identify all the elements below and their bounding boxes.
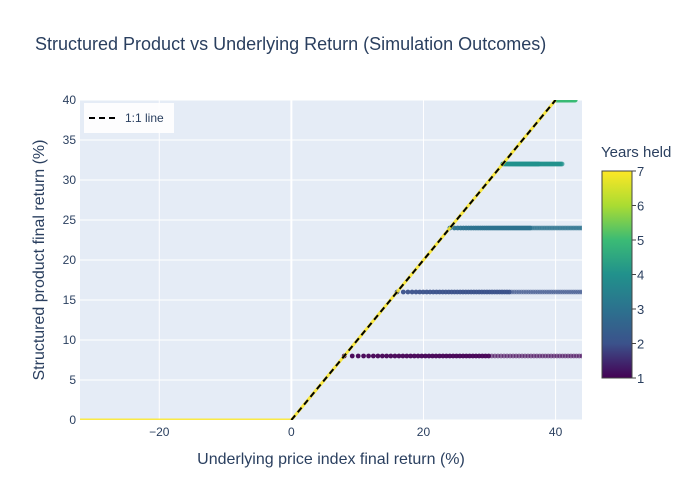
x-axis-title: Underlying price index final return (%) bbox=[197, 451, 465, 468]
point-year-2 bbox=[409, 289, 415, 295]
point-year-1 bbox=[349, 353, 355, 359]
point-year-5 bbox=[572, 100, 578, 103]
x-tick-label: 20 bbox=[417, 425, 431, 439]
x-tick-label: −20 bbox=[149, 425, 170, 439]
point-year-3 bbox=[579, 225, 582, 231]
x-tick-label: 40 bbox=[549, 425, 563, 439]
point-year-2 bbox=[417, 289, 423, 295]
y-axis-title: Structured product final return (%) bbox=[31, 140, 48, 381]
point-year-1 bbox=[400, 353, 406, 359]
point-year-1 bbox=[379, 353, 385, 359]
colorbar bbox=[601, 170, 633, 379]
y-tick-label: 15 bbox=[63, 293, 77, 307]
colorbar-tick-label: 2 bbox=[637, 337, 644, 352]
point-year-1 bbox=[415, 353, 421, 359]
y-tick-label: 30 bbox=[63, 173, 77, 187]
colorbar-title: Years held bbox=[601, 144, 671, 161]
point-year-1 bbox=[422, 353, 428, 359]
point-year-2 bbox=[405, 289, 411, 295]
point-year-4 bbox=[559, 161, 565, 167]
point-year-1 bbox=[411, 353, 417, 359]
point-year-1 bbox=[437, 353, 442, 359]
colorbar-tick-label: 7 bbox=[637, 164, 644, 179]
data-marks bbox=[80, 100, 582, 420]
x-axis-ticks: −20 0 20 40 bbox=[149, 425, 562, 439]
point-year-1 bbox=[408, 353, 413, 359]
point-year-2 bbox=[413, 289, 419, 295]
colorbar-tick-label: 5 bbox=[637, 233, 644, 248]
colorbar-tick-label: 4 bbox=[637, 268, 644, 283]
point-year-1 bbox=[388, 353, 394, 359]
chart-title: Structured Product vs Underlying Return … bbox=[35, 34, 546, 54]
point-year-1 bbox=[440, 353, 446, 359]
legend[interactable]: 1:1 line bbox=[84, 103, 174, 133]
point-year-1 bbox=[457, 353, 463, 359]
colorbar-tick-label: 3 bbox=[637, 302, 644, 317]
legend-label-1-1-line: 1:1 line bbox=[125, 111, 164, 125]
point-year-1 bbox=[430, 353, 435, 359]
y-axis-ticks: 0 5 10 15 20 25 30 35 40 bbox=[63, 93, 77, 427]
point-year-1 bbox=[396, 353, 402, 359]
point-year-1 bbox=[404, 353, 410, 359]
point-year-1 bbox=[579, 353, 582, 359]
point-year-2 bbox=[400, 289, 406, 295]
point-year-2 bbox=[420, 289, 426, 295]
point-year-1 bbox=[361, 353, 366, 359]
point-year-1 bbox=[419, 353, 425, 359]
grid bbox=[80, 99, 582, 421]
point-year-1 bbox=[366, 353, 371, 359]
y-tick-label: 10 bbox=[63, 333, 77, 347]
point-year-1 bbox=[370, 353, 376, 359]
point-year-1 bbox=[375, 353, 381, 359]
point-year-1 bbox=[443, 353, 449, 359]
point-year-1 bbox=[392, 353, 398, 359]
y-tick-label: 40 bbox=[63, 93, 77, 107]
point-year-1 bbox=[447, 353, 453, 359]
point-year-1 bbox=[384, 353, 390, 359]
point-year-1 bbox=[426, 353, 432, 359]
point-year-1 bbox=[450, 353, 456, 359]
reference-line-1-1 bbox=[290, 100, 557, 420]
point-year-1 bbox=[355, 353, 361, 359]
point-year-1 bbox=[454, 353, 459, 359]
point-year-3 bbox=[451, 225, 457, 231]
x-tick-label: 0 bbox=[288, 425, 295, 439]
point-year-2 bbox=[579, 289, 582, 295]
point-year-1 bbox=[433, 353, 439, 359]
y-tick-label: 5 bbox=[69, 373, 76, 387]
y-tick-label: 25 bbox=[63, 213, 77, 227]
colorbar-tick-label: 1 bbox=[637, 371, 644, 386]
y-tick-label: 0 bbox=[69, 413, 76, 427]
colorbar-tick-label: 6 bbox=[637, 199, 644, 214]
point-year-2 bbox=[424, 289, 430, 295]
y-tick-label: 20 bbox=[63, 253, 77, 267]
y-tick-label: 35 bbox=[63, 133, 77, 147]
colorbar-ticks: 1 2 3 4 5 6 7 bbox=[632, 164, 644, 386]
